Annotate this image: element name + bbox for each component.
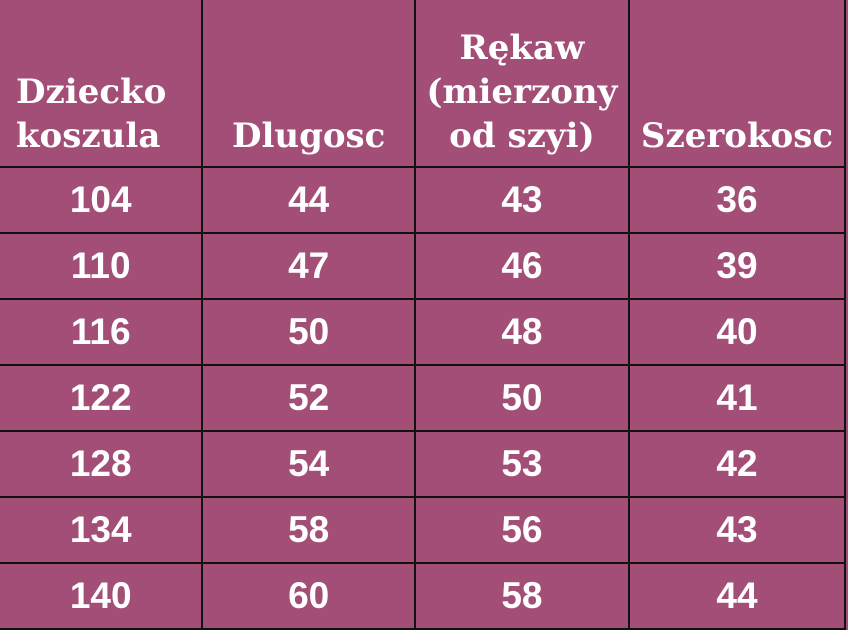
- table-cell: 53: [413, 430, 630, 498]
- table-row: 110 47 46 39: [0, 232, 847, 300]
- table-cell: 48: [413, 298, 630, 366]
- table-cell: 116: [0, 298, 204, 366]
- header-line: od szyi): [449, 116, 595, 156]
- table-cell: 128: [0, 430, 204, 498]
- header-child-shirt: Dziecko koszula: [0, 0, 204, 168]
- table-row: 134 58 56 43: [0, 496, 847, 564]
- table-cell: 47: [201, 232, 416, 300]
- table-cell: 110: [0, 232, 204, 300]
- table-cell: 44: [201, 166, 416, 234]
- table-row: 128 54 53 42: [0, 430, 847, 498]
- header-line: Dlugosc: [231, 116, 386, 156]
- header-sleeve: Rękaw (mierzony od szyi): [413, 0, 630, 168]
- header-row: Dziecko koszula Dlugosc Rękaw (mierzony od …: [0, 0, 847, 168]
- table-cell: 60: [201, 562, 416, 630]
- table-cell: 36: [627, 166, 847, 234]
- header-line: (mierzony: [426, 72, 618, 112]
- table-row: 116 50 48 40: [0, 298, 847, 366]
- table-row: 122 52 50 41: [0, 364, 847, 432]
- table-cell: 50: [201, 298, 416, 366]
- table-cell: 134: [0, 496, 204, 564]
- header-line: koszula: [16, 116, 161, 156]
- table-row: 104 44 43 36: [0, 166, 847, 234]
- table-cell: 122: [0, 364, 204, 432]
- table-cell: 50: [413, 364, 630, 432]
- table-cell: 56: [413, 496, 630, 564]
- header-length: Dlugosc: [201, 0, 416, 168]
- table-cell: 58: [201, 496, 416, 564]
- table-cell: 43: [413, 166, 630, 234]
- header-line: Dziecko: [16, 72, 167, 112]
- table-cell: 41: [627, 364, 847, 432]
- table-cell: 39: [627, 232, 847, 300]
- table-cell: 42: [627, 430, 847, 498]
- table-cell: 52: [201, 364, 416, 432]
- table-cell: 54: [201, 430, 416, 498]
- table-cell: 58: [413, 562, 630, 630]
- header-width: Szerokosc: [627, 0, 847, 168]
- table-row: 140 60 58 44: [0, 562, 847, 630]
- table-cell: 40: [627, 298, 847, 366]
- table-cell: 104: [0, 166, 204, 234]
- header-line: Rękaw: [459, 28, 585, 68]
- table-cell: 44: [627, 562, 847, 630]
- table-cell: 46: [413, 232, 630, 300]
- table-cell: 140: [0, 562, 204, 630]
- table-cell: 43: [627, 496, 847, 564]
- header-line: Szerokosc: [640, 116, 834, 156]
